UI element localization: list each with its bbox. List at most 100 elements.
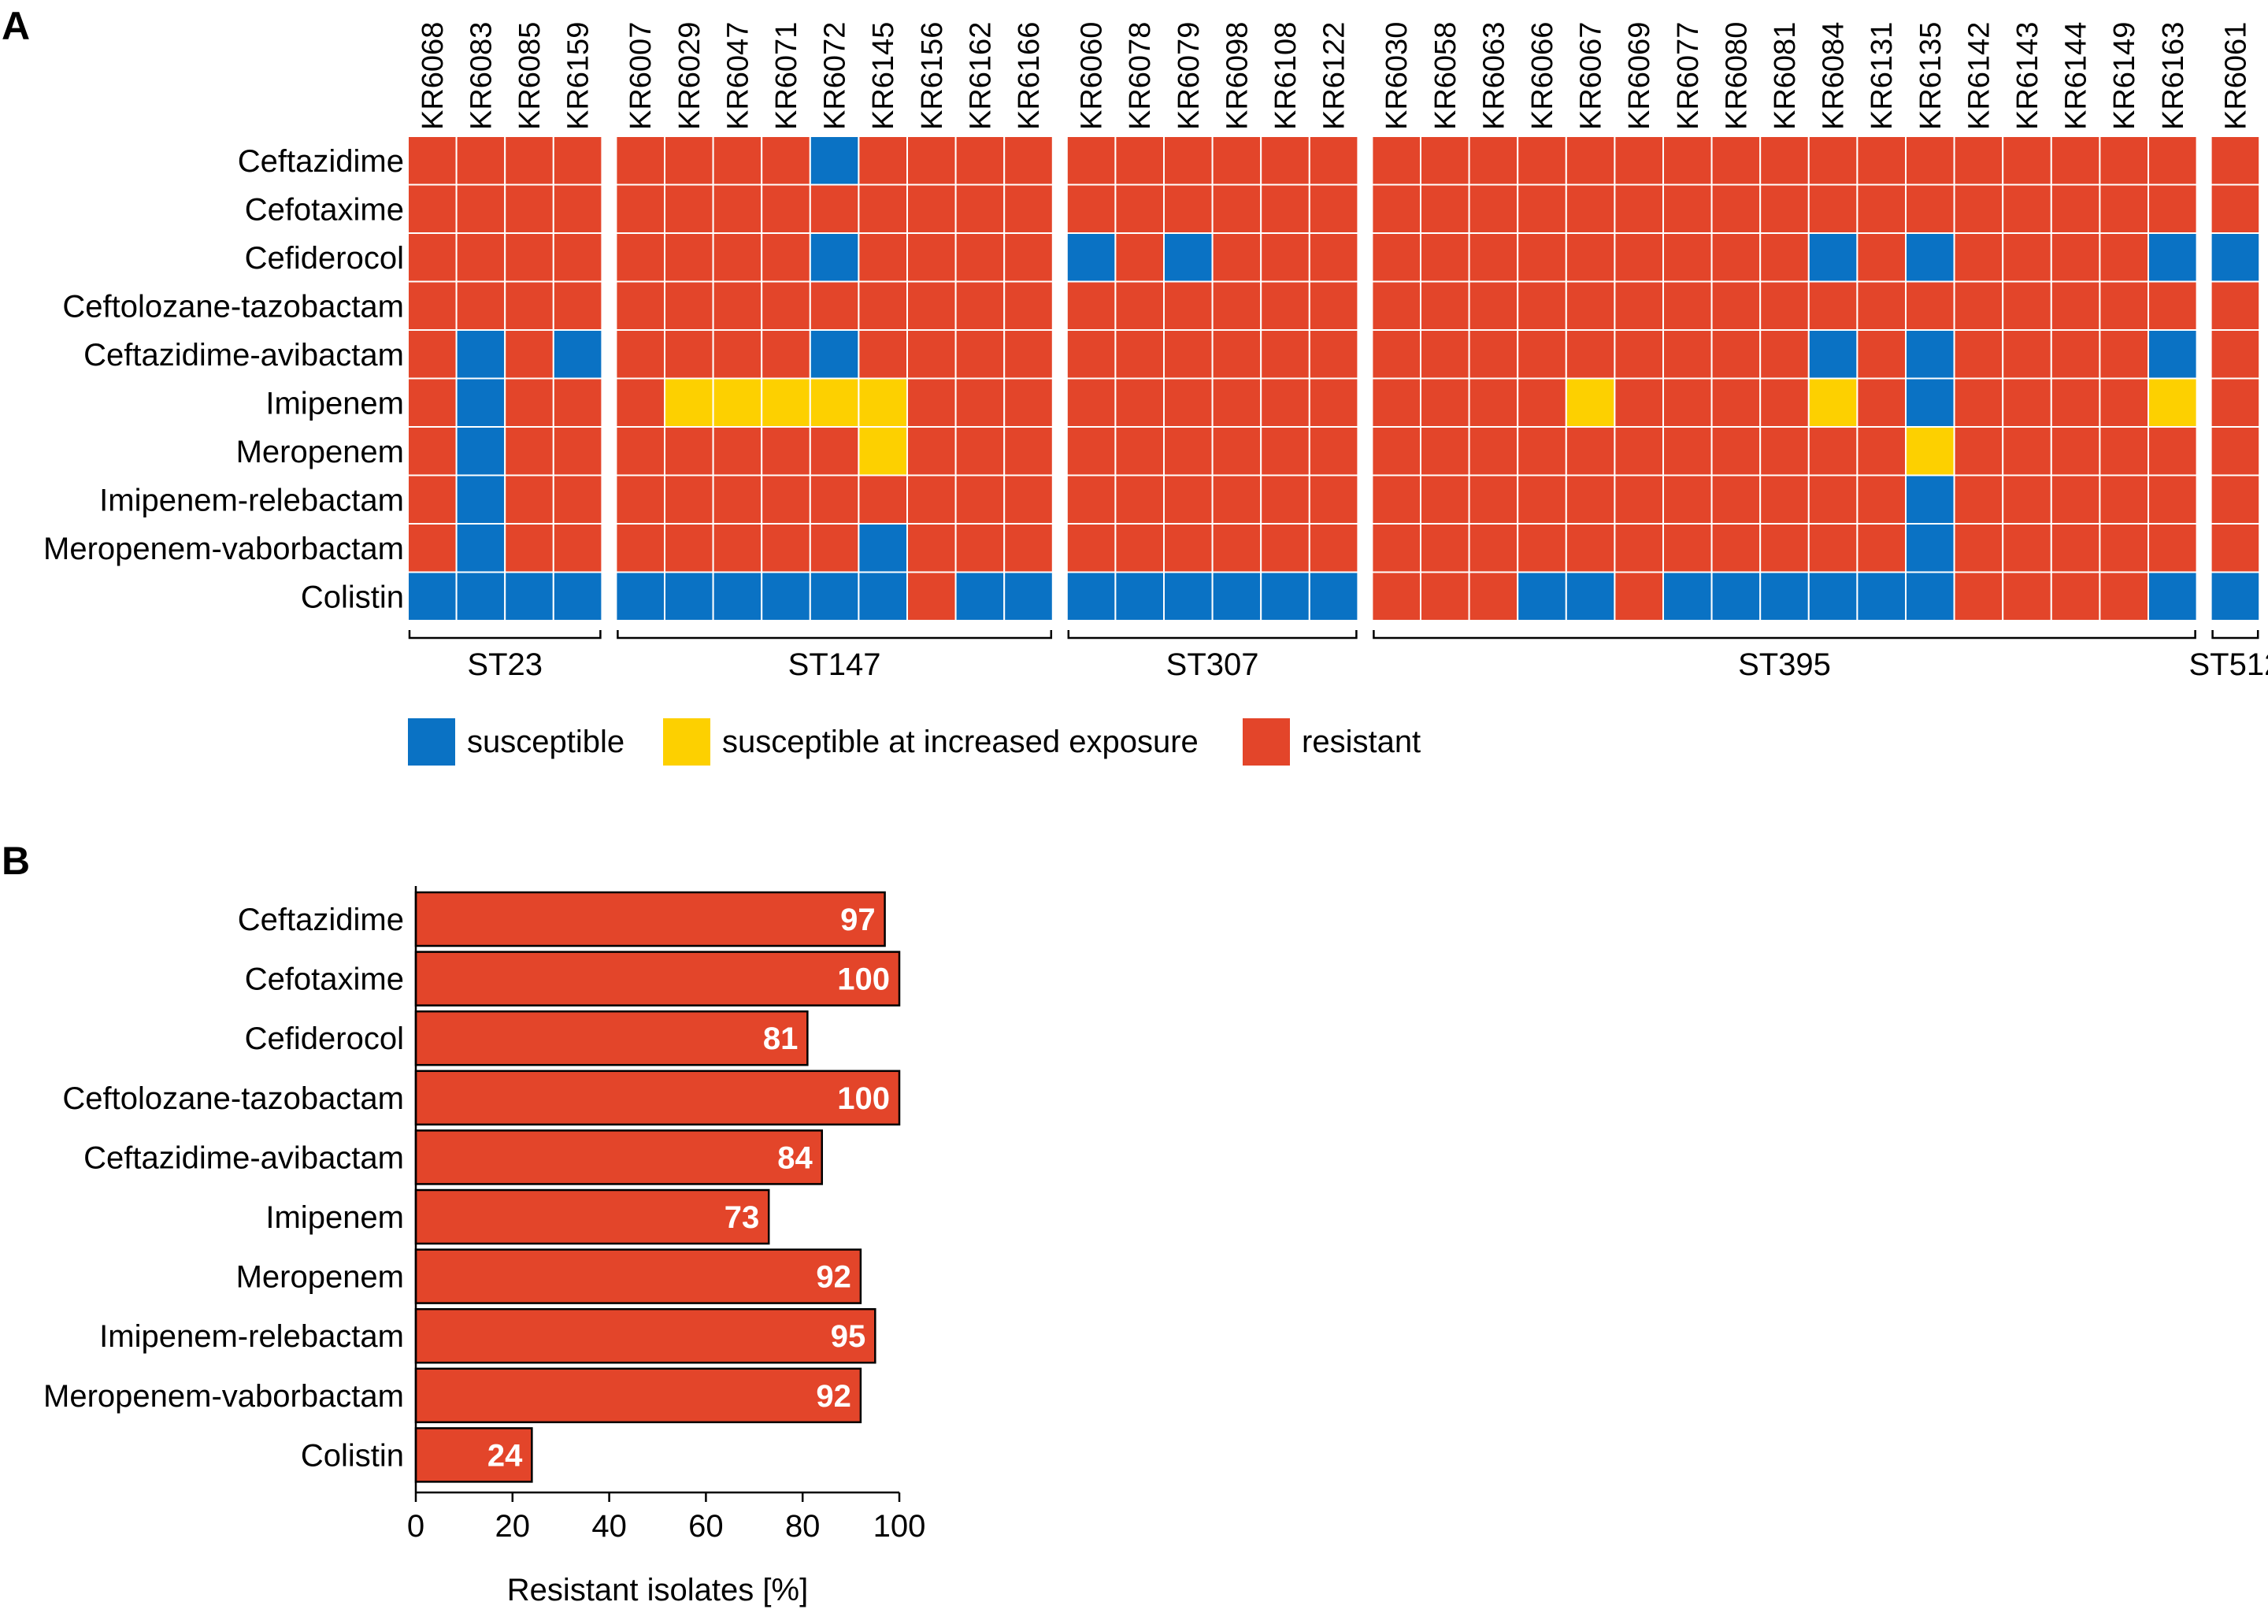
heatmap-cell <box>2148 426 2198 476</box>
heatmap-cell <box>1371 377 1422 428</box>
heatmap-cell <box>809 232 860 283</box>
heatmap-cell <box>809 426 860 476</box>
heatmap-cell <box>1114 523 1166 573</box>
heatmap-cell <box>1662 329 1713 380</box>
heatmap-cell <box>1614 523 1664 573</box>
heatmap-cell <box>1114 474 1166 525</box>
heatmap-cell <box>1565 135 1616 186</box>
heatmap-cell <box>1517 426 1567 476</box>
heatmap-cell <box>1308 135 1359 186</box>
heatmap-cell <box>1517 571 1567 621</box>
heatmap-cell <box>455 426 506 476</box>
heatmap-cell <box>615 474 666 525</box>
heatmap-cell <box>1905 135 1955 186</box>
heatmap-cell <box>407 135 458 186</box>
heatmap-cell <box>1065 377 1117 428</box>
heatmap-cell <box>1662 280 1713 331</box>
heatmap-cell <box>407 329 458 380</box>
heatmap-cell <box>1420 571 1470 621</box>
heatmap-cell <box>761 280 811 331</box>
heatmap-cell <box>1211 184 1262 234</box>
heatmap-cell <box>1003 377 1054 428</box>
x-tick-label: 40 <box>591 1509 627 1544</box>
heatmap-cell <box>1003 232 1054 283</box>
heatmap-cell <box>1517 280 1567 331</box>
heatmap-cell <box>1565 280 1616 331</box>
heatmap-cell <box>1905 184 1955 234</box>
heatmap-cell <box>1565 329 1616 380</box>
heatmap-cell <box>1114 571 1166 621</box>
heatmap-cell <box>1905 426 1955 476</box>
heatmap-cell <box>1065 523 1117 573</box>
heatmap-cell <box>407 184 458 234</box>
heatmap-cell <box>1662 377 1713 428</box>
heatmap-cell <box>1371 135 1422 186</box>
heatmap-cell <box>954 474 1006 525</box>
heatmap-row-label: Cefiderocol <box>245 241 404 276</box>
heatmap-cell <box>1662 474 1713 525</box>
heatmap-cell <box>2002 523 2052 573</box>
isolate-label: KR6098 <box>1221 22 1254 130</box>
heatmap-cell <box>1517 329 1567 380</box>
heatmap-cell <box>2002 135 2052 186</box>
heatmap-row-label: Imipenem-relebactam <box>99 483 404 517</box>
heatmap-cell <box>552 426 603 476</box>
isolate-label: KR6122 <box>1318 22 1351 130</box>
heatmap-cell <box>1371 426 1422 476</box>
heatmap-cell <box>2050 523 2101 573</box>
heatmap-cell <box>1517 523 1567 573</box>
heatmap-cell <box>1759 232 1810 283</box>
sequence-type-label: ST307 <box>1166 647 1259 682</box>
heatmap-cell <box>1710 571 1762 621</box>
heatmap-cell <box>1260 329 1310 380</box>
resistance-bar-chart: Ceftazidime 97 Cefotaxime 100 Cefiderocol 81 C… <box>43 886 925 1607</box>
heatmap-cell <box>2002 571 2052 621</box>
isolate-label: KR6084 <box>1818 22 1851 130</box>
heatmap-cell <box>2148 329 2198 380</box>
bar-category-label: Cefiderocol <box>245 1021 404 1056</box>
heatmap-cell <box>761 377 811 428</box>
heatmap-row-label: Cefotaxime <box>245 192 404 227</box>
heatmap-cell <box>504 232 554 283</box>
group-bracket <box>1373 630 2196 640</box>
isolate-label: KR6061 <box>2219 22 2252 130</box>
heatmap-cell <box>1710 426 1762 476</box>
heatmap-cell <box>1003 571 1054 621</box>
sequence-type-label: ST395 <box>1738 647 1831 682</box>
heatmap-cell <box>1260 232 1310 283</box>
heatmap-cell <box>1614 426 1664 476</box>
isolate-label: KR6135 <box>1914 22 1947 130</box>
heatmap-cell <box>1003 184 1054 234</box>
heatmap-cell <box>1905 377 1955 428</box>
heatmap-cell <box>1856 474 1907 525</box>
heatmap-cell <box>2148 135 2198 186</box>
heatmap-cell <box>1163 232 1214 283</box>
heatmap-cell <box>1614 232 1664 283</box>
heatmap-cell <box>858 184 909 234</box>
heatmap-cell <box>1953 377 2004 428</box>
heatmap-cell <box>858 135 909 186</box>
heatmap-cell <box>761 474 811 525</box>
heatmap-cell <box>1662 135 1713 186</box>
heatmap-cell <box>1003 474 1054 525</box>
heatmap-cell <box>906 232 957 283</box>
heatmap-cell <box>2210 426 2261 476</box>
heatmap-cell <box>954 377 1006 428</box>
bar-category-label: Meropenem-vaborbactam <box>43 1379 404 1414</box>
heatmap-cell <box>1710 474 1762 525</box>
bar <box>414 1307 876 1364</box>
heatmap-cell <box>2148 232 2198 283</box>
group-bracket <box>408 630 602 640</box>
heatmap-cell <box>1308 184 1359 234</box>
bar <box>414 1010 809 1066</box>
heatmap-cell <box>1517 232 1567 283</box>
heatmap-cell <box>504 426 554 476</box>
isolate-label: KR6058 <box>1429 22 1462 130</box>
heatmap-cell <box>712 426 763 476</box>
heatmap-cell <box>1807 135 1858 186</box>
heatmap-cell <box>1856 280 1907 331</box>
isolate-label: KR6069 <box>1623 22 1656 130</box>
heatmap-cell <box>1420 232 1470 283</box>
heatmap-cell <box>2099 184 2149 234</box>
isolate-label: KR6007 <box>624 22 658 130</box>
